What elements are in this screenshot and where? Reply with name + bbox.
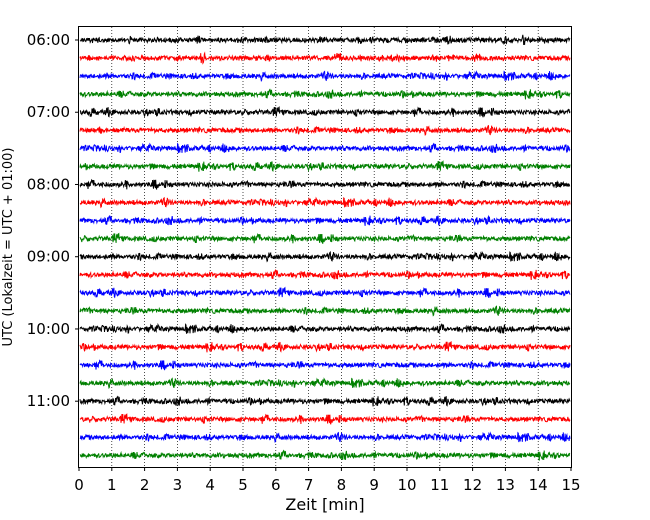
x-tick-label: 4 <box>205 476 215 494</box>
x-tick-label: 14 <box>529 476 548 494</box>
seismic-trace <box>79 286 571 299</box>
x-tick-label: 9 <box>369 476 379 494</box>
seismic-trace <box>79 377 571 390</box>
seismic-trace <box>79 322 571 334</box>
plot-frame <box>78 26 572 468</box>
seismic-trace <box>79 359 571 371</box>
x-tick-label: 7 <box>304 476 314 494</box>
x-tick-label: 2 <box>140 476 150 494</box>
x-axis-label: Zeit [min] <box>285 495 364 514</box>
seismic-trace <box>79 70 571 83</box>
seismic-trace <box>79 34 571 46</box>
x-tick-label: 12 <box>463 476 482 494</box>
x-tick-label: 11 <box>430 476 449 494</box>
x-tick-label: 6 <box>271 476 281 494</box>
seismic-trace <box>79 232 571 244</box>
x-axis-ticks: 0 1 2 3 4 5 6 7 8 9 10 11 12 13 14 15 <box>74 467 581 494</box>
seismic-trace <box>79 268 571 281</box>
seismic-trace <box>79 449 571 461</box>
seismic-trace <box>79 250 571 263</box>
y-tick-label: 10:00 <box>27 320 70 338</box>
seismic-trace <box>79 51 571 65</box>
x-tick-label: 8 <box>337 476 347 494</box>
y-tick-label: 11:00 <box>27 392 70 410</box>
seismic-traces <box>79 34 571 461</box>
seismic-trace <box>79 214 571 227</box>
x-tick-label: 10 <box>397 476 416 494</box>
vertical-gridlines <box>111 27 539 467</box>
x-tick-label: 5 <box>238 476 248 494</box>
x-tick-label: 13 <box>496 476 515 494</box>
seismic-trace <box>79 124 571 137</box>
y-tick-label: 08:00 <box>27 175 70 193</box>
y-tick-label: 07:00 <box>27 103 70 121</box>
y-axis-label: UTC (Lokalzeit = UTC + 01:00) <box>1 148 16 347</box>
seismic-trace <box>79 413 571 425</box>
seismic-trace <box>79 395 571 407</box>
seismic-trace <box>79 305 571 317</box>
seismic-trace <box>79 142 571 154</box>
x-tick-label: 3 <box>173 476 183 494</box>
seismic-trace <box>79 431 571 444</box>
x-tick-label: 15 <box>561 476 580 494</box>
x-tick-label: 1 <box>107 476 117 494</box>
x-tick-label: 0 <box>74 476 84 494</box>
seismic-trace <box>79 106 571 118</box>
seismic-trace <box>79 341 571 353</box>
seismic-trace <box>79 160 571 172</box>
y-tick-label: 06:00 <box>27 31 70 49</box>
seismic-trace <box>79 88 571 100</box>
y-axis-ticks: 06:00 07:00 08:00 09:00 10:00 11:00 <box>27 31 79 410</box>
y-tick-label: 09:00 <box>27 248 70 266</box>
seismic-trace <box>79 178 571 190</box>
seismic-trace <box>79 196 571 209</box>
